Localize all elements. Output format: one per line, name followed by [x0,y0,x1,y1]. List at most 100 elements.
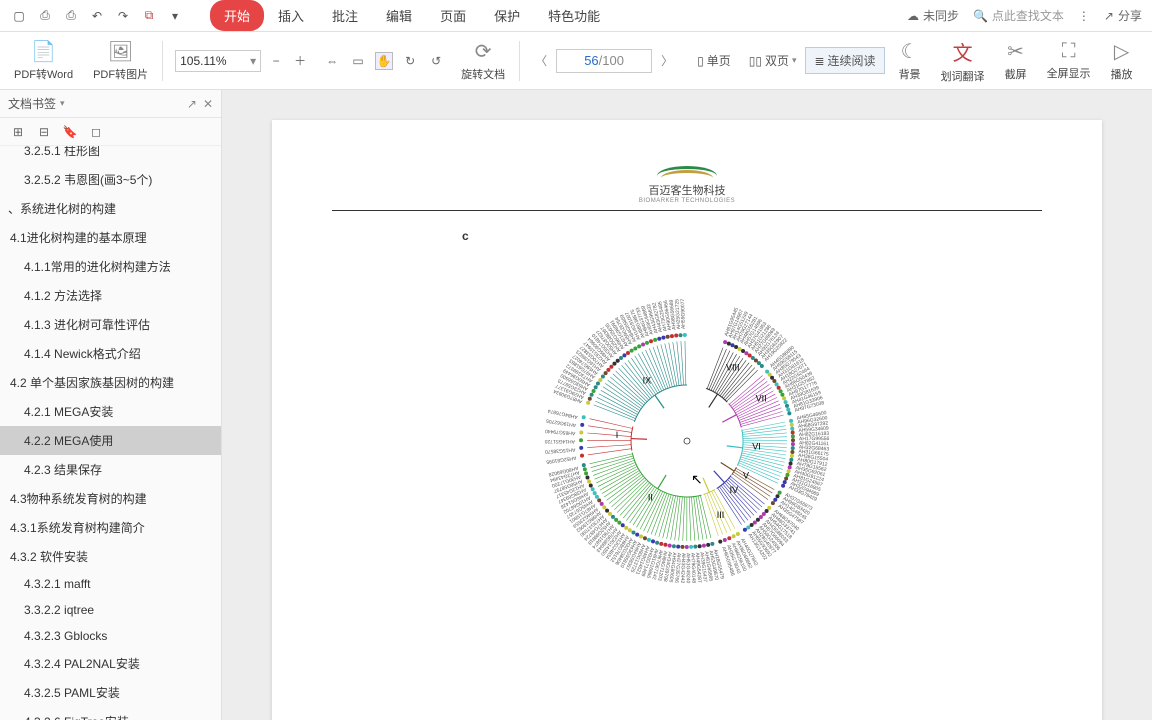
search-placeholder: 点此查找文本 [992,7,1064,24]
bookmark-item[interactable]: 4.1.2 方法选择 [0,281,221,310]
bookmark-item[interactable]: 4.1.3 进化树可靠性评估 [0,310,221,339]
view-single[interactable]: ▯单页 [688,47,740,74]
svg-text:AH84G76874: AH84G76874 [547,407,578,420]
fit-width-icon[interactable]: ⇔ [323,52,341,70]
bookmark-item[interactable]: 4.1.4 Newick格式介绍 [0,339,221,368]
svg-text:III: III [717,510,725,520]
expand-icon[interactable]: ↗ [187,97,197,111]
ribbon-tab-4[interactable]: 页面 [426,0,480,31]
chevron-down-icon[interactable]: ▾ [60,98,65,109]
open-icon[interactable]: ▢ [10,7,28,25]
ribbon-tab-3[interactable]: 编辑 [372,0,426,31]
translate-icon: 文 [953,37,973,66]
share-button[interactable]: ↗ 分享 [1104,7,1142,24]
page-header-logo: 百迈客生物科技 BIOMARKER TECHNOLOGIES [332,160,1042,204]
bookmark-item[interactable]: 3.2.5.2 韦恩图(画3~5个) [0,165,221,194]
rotate-ccw-icon[interactable]: ↺ [427,52,445,70]
night-mode-button[interactable]: ☾ 背景 [889,32,931,89]
pdf-word-label: PDF转Word [14,66,73,82]
rotate-cw-icon[interactable]: ↻ [401,52,419,70]
screenshot-label: 截屏 [1005,66,1027,82]
bookmark-item[interactable]: 4.2.2 MEGA使用 [0,426,221,455]
bookmark-item[interactable]: 、系统进化树的构建 [0,194,221,223]
bookmark-item[interactable]: 4.3.2.5 PAML安装 [0,678,221,707]
bookmark-item[interactable]: 4.2.3 结果保存 [0,455,221,484]
bookmark-item[interactable]: 4.2 单个基因家族基因树的构建 [0,368,221,397]
ribbon-tab-2[interactable]: 批注 [318,0,372,31]
menubar: ▢ ⎙ ⎙ ↶ ↷ ⧉ ▾ 开始插入批注编辑页面保护特色功能 ☁ 未同步 🔍 点… [0,0,1152,32]
bookmark-item[interactable]: 4.3.1系统发育树构建简介 [0,513,221,542]
sidebar: 文档书签 ▾ ↗ ✕ ⊞ ⊟ 🔖 ◻ 3.2.5.1 柱形图3.2.5.2 韦恩… [0,90,222,720]
search-box[interactable]: 🔍 点此查找文本 [973,7,1064,24]
copy-icon[interactable]: ⧉ [140,7,158,25]
remove-bookmark-icon[interactable]: ⊟ [36,124,52,140]
bookmark-icon[interactable]: 🔖 [62,124,78,140]
play-label: 播放 [1111,66,1133,82]
rotate-doc-button[interactable]: ⟳ 旋转文档 [451,32,515,89]
translate-button[interactable]: 文 划词翻译 [931,32,995,89]
chevron-down-icon: ▾ [792,55,797,66]
undo-icon[interactable]: ↶ [88,7,106,25]
separator [519,41,520,81]
chevron-down-icon: ▾ [250,54,256,68]
screenshot-icon: ✂ [1007,39,1024,64]
view-continuous[interactable]: ≣连续阅读 [805,47,884,74]
bookmark-item[interactable]: 4.1进化树构建的基本原理 [0,223,221,252]
view-double-label: 双页 [765,52,789,69]
svg-text:AH59G90077: AH59G90077 [680,298,687,329]
page-input[interactable]: 56 /100 [556,49,652,73]
bookmark-item[interactable]: 4.3.2.1 mafft [0,571,221,597]
bookmark-outline-icon[interactable]: ◻ [88,124,104,140]
bookmark-list[interactable]: 3.2.5.1 柱形图3.2.5.2 韦恩图(画3~5个)、系统进化树的构建4.… [0,146,221,720]
hand-icon[interactable]: ✋ [375,52,393,70]
redo-icon[interactable]: ↷ [114,7,132,25]
ribbon-tab-1[interactable]: 插入 [264,0,318,31]
bookmark-item[interactable]: 3.2.5.1 柱形图 [0,146,221,165]
ribbon-tab-0[interactable]: 开始 [210,0,264,31]
page-total: /100 [599,53,624,68]
zoom-select[interactable]: 105.11% ▾ [175,50,261,72]
play-button[interactable]: ▷ 播放 [1101,32,1143,89]
view-single-label: 单页 [707,52,731,69]
svg-text:V: V [743,471,749,481]
bookmark-item[interactable]: 4.3.2.4 PAL2NAL安装 [0,649,221,678]
share-icon: ↗ [1104,9,1114,23]
selection-icon[interactable]: ▭ [349,52,367,70]
ribbon-tab-5[interactable]: 保护 [480,0,534,31]
next-page-button[interactable]: 〉 [658,52,676,70]
ribbon-tab-6[interactable]: 特色功能 [534,0,614,31]
bookmark-item[interactable]: 4.3.2.6 FigTree安装 [0,707,221,720]
svg-text:VII: VII [756,394,767,404]
zoom-in-button[interactable]: ＋ [291,52,309,70]
more-icon[interactable]: ⋮ [1078,9,1090,23]
pdf-page: 百迈客生物科技 BIOMARKER TECHNOLOGIES c AH52G81… [272,120,1102,720]
save-icon[interactable]: ⎙ [36,7,54,25]
print-icon[interactable]: ⎙ [62,7,80,25]
bookmark-item[interactable]: 4.3.2.3 Gblocks [0,623,221,649]
document-viewport[interactable]: 百迈客生物科技 BIOMARKER TECHNOLOGIES c AH52G81… [222,90,1152,720]
view-double[interactable]: ▯▯双页▾ [740,47,806,74]
close-icon[interactable]: ✕ [203,97,213,111]
fullscreen-button[interactable]: ⛶ 全屏显示 [1037,32,1101,89]
bookmark-item[interactable]: 3.3.2.2 iqtree [0,597,221,623]
add-bookmark-icon[interactable]: ⊞ [10,124,26,140]
screenshot-button[interactable]: ✂ 截屏 [995,32,1037,89]
prev-page-button[interactable]: 〈 [532,52,550,70]
view-continuous-label: 连续阅读 [828,52,876,69]
bookmark-item[interactable]: 4.2.1 MEGA安装 [0,397,221,426]
pdf-to-word-button[interactable]: 📄 PDF转Word [4,32,83,89]
sidebar-title-text: 文档书签 [8,95,56,112]
bookmark-item[interactable]: 4.1.1常用的进化树构建方法 [0,252,221,281]
pdf-to-image-button[interactable]: 🖼 PDF转图片 [83,32,158,89]
zoom-out-button[interactable]: − [267,52,285,70]
svg-text:I: I [616,430,619,440]
sync-status[interactable]: ☁ 未同步 [907,7,959,24]
page-current: 56 [584,53,598,68]
header-rule [332,210,1042,211]
chevron-down-icon[interactable]: ▾ [166,7,184,25]
svg-text:AH14G51720: AH14G51720 [544,438,575,444]
bookmark-item[interactable]: 4.3.2 软件安装 [0,542,221,571]
cursor-icon: ↖ [691,471,703,488]
svg-text:VI: VI [752,442,761,452]
bookmark-item[interactable]: 4.3物种系统发育树的构建 [0,484,221,513]
